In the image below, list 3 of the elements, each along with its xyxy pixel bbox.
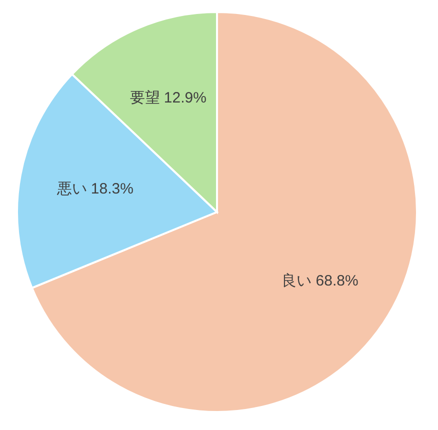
slice-label: 良い 68.8% [282, 272, 358, 290]
slice-label: 要望 12.9% [130, 90, 206, 107]
slice-label: 悪い 18.3% [56, 180, 134, 198]
